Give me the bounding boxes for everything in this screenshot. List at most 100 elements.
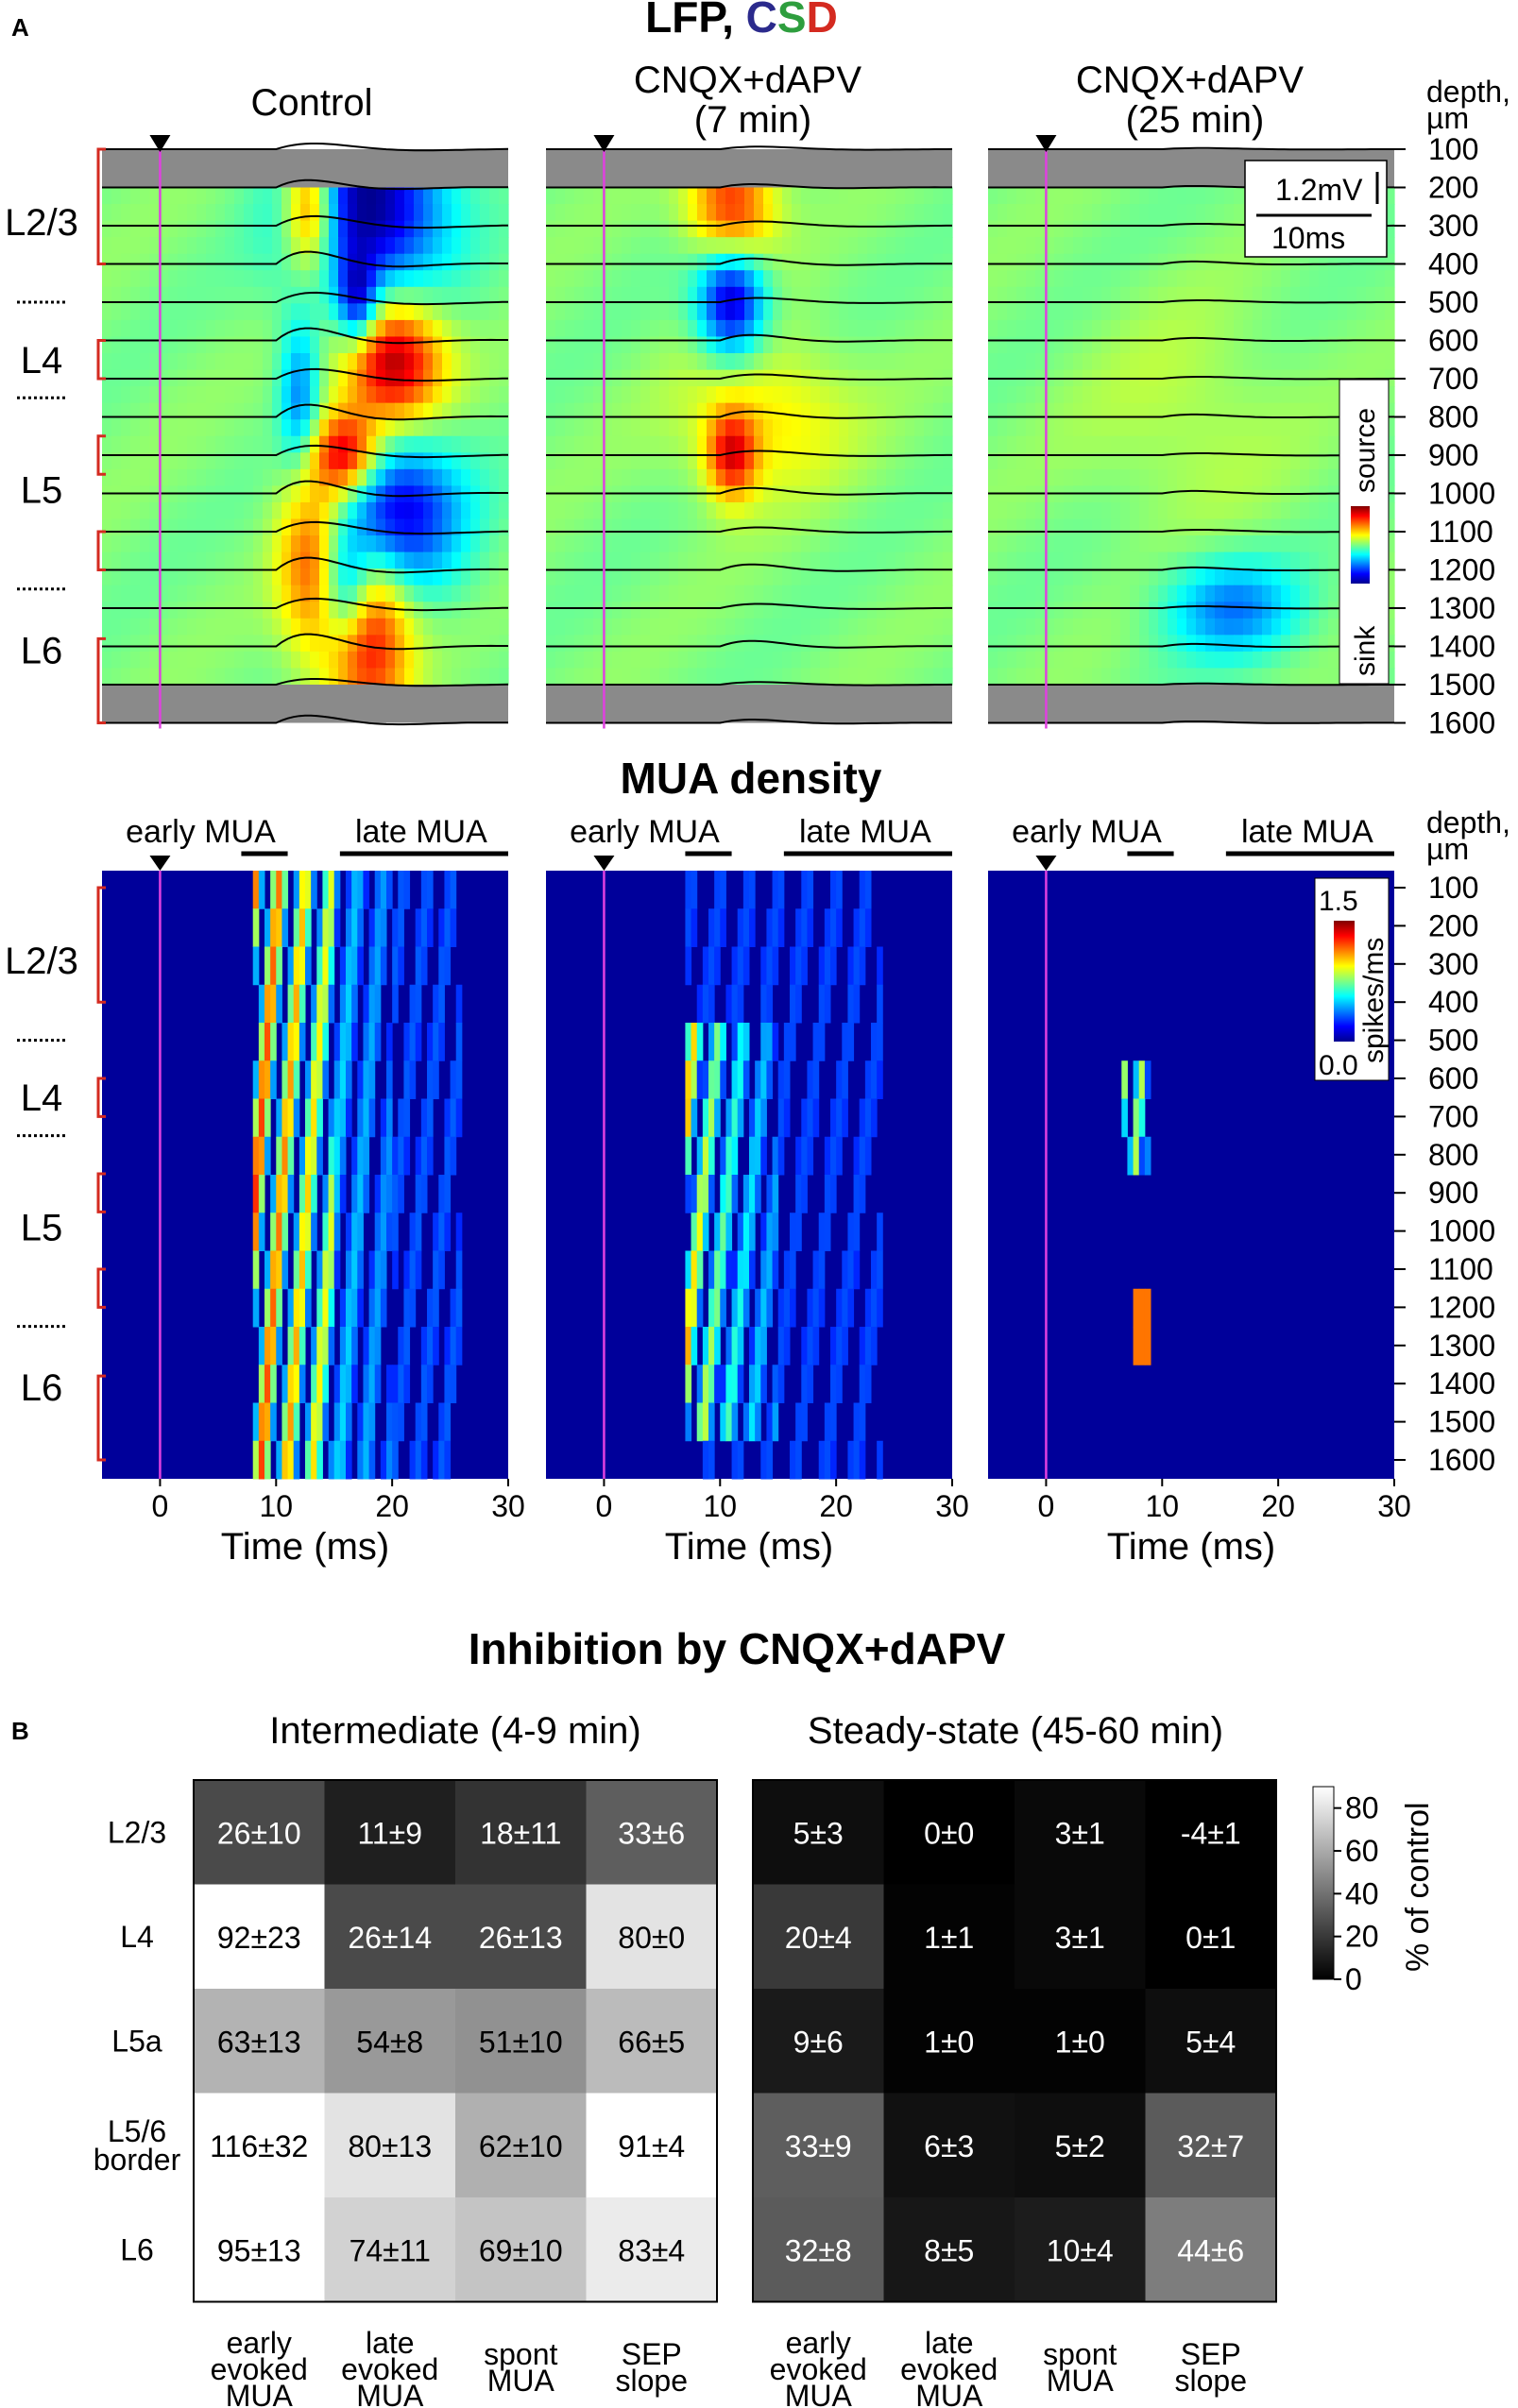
csd-cell bbox=[111, 535, 122, 553]
csd-cell bbox=[829, 468, 840, 486]
csd-cell bbox=[584, 618, 594, 636]
csd-cell bbox=[178, 568, 188, 586]
csd-cell bbox=[206, 435, 216, 453]
csd-cell bbox=[196, 204, 207, 222]
csd-cell bbox=[1262, 668, 1272, 686]
csd-cell bbox=[1045, 237, 1055, 255]
csd-cell bbox=[603, 452, 613, 470]
csd-cell bbox=[678, 535, 689, 553]
csd-cell bbox=[839, 635, 849, 653]
csd-cell bbox=[988, 535, 998, 553]
csd-cell bbox=[130, 602, 141, 619]
csd-cell bbox=[338, 419, 349, 437]
mua-colorbar-unit: spikes/ms bbox=[1358, 938, 1390, 1063]
csd-cell bbox=[1149, 568, 1159, 586]
mua-cell bbox=[755, 1402, 761, 1442]
csd-cell bbox=[149, 635, 160, 653]
csd-cell bbox=[1319, 651, 1329, 670]
csd-gray-band-top bbox=[102, 149, 508, 188]
csd-cell bbox=[414, 187, 424, 205]
csd-cell bbox=[1215, 435, 1225, 453]
mua-cell bbox=[368, 1250, 376, 1290]
inhibition-cell bbox=[455, 2093, 587, 2198]
csd-cell bbox=[763, 237, 774, 255]
csd-cell bbox=[574, 618, 585, 636]
csd-cell bbox=[584, 568, 594, 586]
mua-cell bbox=[298, 1023, 306, 1061]
csd-cell bbox=[130, 585, 141, 602]
csd-cell bbox=[433, 336, 443, 354]
csd-cell bbox=[603, 386, 613, 404]
csd-cell bbox=[310, 237, 320, 255]
csd-cell bbox=[1130, 402, 1140, 420]
csd-cell bbox=[1205, 501, 1216, 520]
csd-cell bbox=[1007, 303, 1017, 321]
csd-cell bbox=[584, 651, 594, 670]
csd-cell bbox=[272, 668, 282, 686]
csd-cell bbox=[716, 319, 726, 338]
csd-cell bbox=[1130, 303, 1140, 321]
csd-cell bbox=[187, 585, 197, 602]
mua-cell bbox=[339, 1136, 347, 1176]
csd-cell bbox=[555, 535, 566, 553]
mua-cell bbox=[339, 1440, 347, 1480]
csd-cell bbox=[1271, 585, 1282, 602]
inhibition-cell bbox=[324, 1989, 456, 2094]
csd-cell bbox=[178, 535, 188, 553]
csd-cell bbox=[716, 386, 726, 404]
csd-cell bbox=[168, 253, 179, 271]
csd-cell bbox=[1007, 618, 1017, 636]
csd-cell bbox=[111, 353, 122, 371]
csd-cell bbox=[848, 568, 859, 586]
csd-cell bbox=[1243, 535, 1254, 553]
csd-cell bbox=[1309, 303, 1320, 321]
csd-cell bbox=[376, 303, 386, 321]
csd-cell bbox=[1168, 419, 1178, 437]
mua-cell bbox=[374, 1327, 382, 1365]
mua-cell bbox=[311, 1060, 317, 1099]
csd-cell bbox=[329, 635, 339, 653]
lfp-depth-tick-label: 1500 bbox=[1428, 668, 1495, 702]
mua-cell bbox=[438, 1023, 445, 1061]
csd-cell bbox=[1035, 286, 1046, 304]
csd-cell bbox=[1234, 187, 1244, 205]
csd-cell bbox=[1149, 635, 1159, 653]
csd-cell bbox=[1177, 419, 1187, 437]
csd-cell bbox=[867, 204, 878, 222]
csd-cell bbox=[640, 336, 651, 354]
csd-cell bbox=[281, 468, 292, 486]
csd-cell bbox=[877, 668, 887, 686]
mua-cell bbox=[731, 1060, 739, 1099]
csd-cell bbox=[1016, 353, 1027, 371]
mua-cell bbox=[276, 1098, 282, 1138]
csd-cell bbox=[716, 353, 726, 371]
csd-cell bbox=[1196, 336, 1206, 354]
csd-cell bbox=[829, 618, 840, 636]
mua-cell bbox=[298, 1288, 306, 1328]
mua-cell bbox=[420, 1402, 428, 1442]
csd-cell bbox=[310, 402, 320, 420]
csd-cell bbox=[1168, 319, 1178, 338]
csd-cell bbox=[631, 501, 641, 520]
csd-cell bbox=[1016, 535, 1027, 553]
csd-cell bbox=[792, 270, 802, 288]
csd-cell bbox=[1016, 618, 1027, 636]
csd-cell bbox=[622, 435, 632, 453]
csd-cell bbox=[820, 535, 830, 553]
csd-cell bbox=[612, 452, 623, 470]
mua-cell bbox=[346, 871, 352, 909]
csd-cell bbox=[357, 353, 367, 371]
mua-cell bbox=[420, 1175, 428, 1213]
csd-cell bbox=[933, 336, 944, 354]
csd-cell bbox=[716, 618, 726, 636]
csd-cell bbox=[650, 286, 660, 304]
csd-cell bbox=[1234, 551, 1244, 569]
lfp-trace bbox=[988, 299, 1395, 304]
mua-depth-tick-label: 300 bbox=[1428, 947, 1478, 981]
csd-cell bbox=[988, 419, 998, 437]
csd-cell bbox=[810, 204, 821, 222]
csd-cell bbox=[603, 286, 613, 304]
csd-cell bbox=[1064, 518, 1074, 536]
csd-cell bbox=[1092, 319, 1102, 338]
csd-cell bbox=[1139, 353, 1150, 371]
